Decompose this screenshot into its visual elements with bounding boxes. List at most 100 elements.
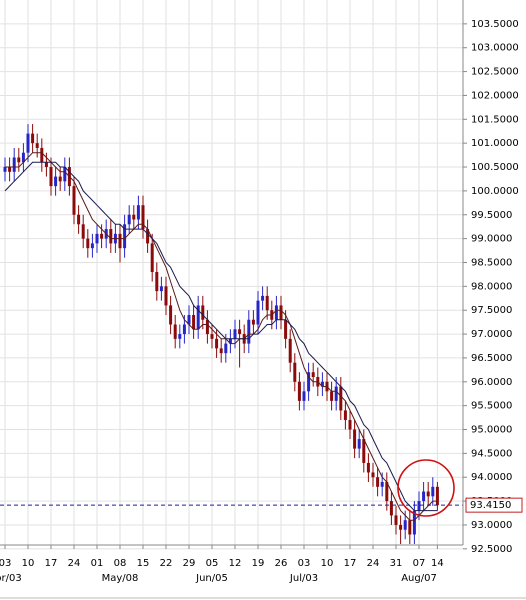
x-tick-label: 03 [298,558,311,569]
candle-body [288,338,292,363]
candle-body [8,167,12,172]
x-month-label: Jun/05 [195,573,228,584]
candle-body [201,305,205,320]
last-price-label: 93.4150 [470,500,511,511]
candle-body [334,386,338,401]
candle-body [362,439,366,463]
candle-body [77,214,81,225]
x-tick-label: 07 [413,558,426,569]
x-month-label: Aug/07 [401,573,437,584]
candle-body [187,314,191,325]
x-tick-label: 12 [229,558,242,569]
candle-body [26,133,30,153]
candle-body [155,272,159,292]
x-month-label: May/08 [102,573,139,584]
candle-body [210,334,214,339]
candle-body [196,305,200,330]
candle-body [426,491,430,497]
candle-body [136,205,140,220]
y-tick-label: 98.0000 [471,281,512,292]
candle-body [44,162,48,168]
x-tick-label: 10 [22,558,35,569]
y-tick-label: 97.0000 [471,329,512,340]
x-tick-label: 26 [275,558,288,569]
candle-body [366,462,370,473]
candle-body [297,381,301,401]
candle-body [389,501,393,516]
candle-body [205,319,209,335]
x-tick-label: 22 [160,558,173,569]
candle-body [164,286,168,306]
y-tick-label: 100.5000 [471,162,519,173]
candle-body [178,334,182,339]
candle-body [311,372,315,378]
candle-body [54,176,58,187]
candle-body [247,319,251,344]
candle-body [219,348,223,354]
candle-body [330,391,334,401]
candle-body [100,233,104,239]
candle-body [215,338,219,349]
axis-labels: 92.500093.000093.500094.000094.500095.00… [0,19,523,584]
candle-body [228,338,232,344]
x-tick-label: 29 [183,558,196,569]
plot-area [0,124,463,545]
candle-body [224,343,228,354]
candle-body [49,167,53,187]
x-tick-label: 08 [114,558,127,569]
candle-body [265,295,269,311]
candle-body [109,229,113,244]
x-tick-label: 31 [390,558,403,569]
candle-body [238,329,242,335]
candle-body [274,305,278,320]
candle-body [192,314,196,330]
candle-body [357,439,361,449]
y-tick-label: 101.0000 [471,138,519,149]
candle-body [173,324,177,339]
y-tick-label: 94.5000 [471,448,512,459]
candle-body [302,391,306,401]
moving-average [5,152,438,521]
candle-body [307,372,311,392]
y-tick-label: 94.0000 [471,472,512,483]
candle-body [123,224,127,249]
candle-body [403,520,407,530]
candle-body [58,176,62,182]
candle-body [399,524,403,530]
candle-body [256,300,260,325]
candle-body [320,381,324,387]
y-tick-label: 103.0000 [471,43,519,54]
candle-body [279,305,283,320]
candle-body [159,286,163,292]
y-tick-label: 96.0000 [471,377,512,388]
x-tick-label: 24 [68,558,81,569]
y-tick-label: 99.5000 [471,210,512,221]
y-tick-label: 100.0000 [471,186,519,197]
x-tick-label: 17 [344,558,357,569]
y-tick-label: 95.0000 [471,425,512,436]
candle-body [422,491,426,502]
y-tick-label: 102.5000 [471,67,519,78]
x-month-label: Apr/03 [0,573,22,584]
candle-body [127,214,131,225]
candle-body [284,319,288,339]
candle-body [63,167,67,182]
x-tick-label: 14 [431,558,444,569]
candle-body [182,324,186,335]
candle-body [435,486,439,506]
moving-average [4,161,438,512]
x-tick-label: 03 [0,558,11,569]
candle-body [371,472,375,478]
candle-body [86,238,90,249]
y-tick-label: 93.0000 [471,520,512,531]
candle-body [132,214,136,220]
y-tick-label: 96.5000 [471,353,512,364]
candle-body [118,233,122,249]
candle-body [251,319,255,325]
candle-body [72,186,76,215]
candle-body [343,410,347,420]
candle-body [339,386,343,411]
candle-body [35,143,39,148]
candle-body [431,486,435,497]
